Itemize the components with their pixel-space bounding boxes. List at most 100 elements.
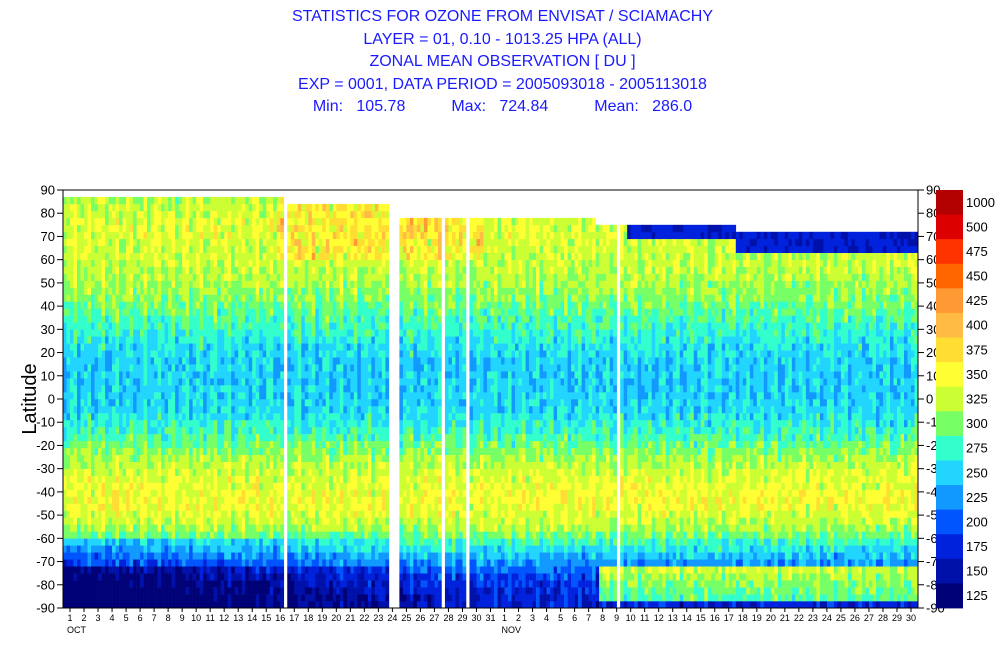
heatmap-cell [91, 419, 95, 428]
heatmap-cell [164, 475, 169, 483]
heatmap-cell [227, 566, 232, 574]
heatmap-cell [248, 482, 253, 490]
heatmap-cell [70, 245, 74, 253]
heatmap-cell [171, 503, 176, 511]
heatmap-cell [227, 287, 232, 295]
heatmap-cell [357, 210, 362, 219]
heatmap-cell [119, 371, 123, 379]
heatmap-cell [234, 231, 239, 240]
heatmap-cell [122, 440, 127, 449]
heatmap-cell [290, 315, 295, 323]
heatmap-cell [154, 573, 158, 581]
heatmap-cell [353, 280, 358, 288]
heatmap-cell [227, 517, 232, 525]
heatmap-cell [276, 308, 281, 316]
heatmap-cell [329, 322, 334, 330]
heatmap-cell [143, 385, 148, 393]
heatmap-cell [122, 315, 127, 323]
heatmap-cell [213, 371, 218, 379]
heatmap-cell [73, 566, 78, 574]
heatmap-cell [189, 329, 193, 337]
heatmap-cell [325, 336, 330, 344]
heatmap-cell [220, 364, 225, 372]
heatmap-cell [150, 315, 155, 323]
heatmap-cell [164, 587, 169, 595]
heatmap-cell [255, 545, 260, 553]
heatmap-cell [311, 378, 316, 386]
heatmap-cell [203, 447, 207, 456]
heatmap-cell [171, 259, 176, 267]
heatmap-cell [199, 489, 204, 497]
heatmap-cell [105, 231, 109, 240]
heatmap-cell [210, 454, 214, 462]
heatmap-cell [66, 350, 71, 358]
heatmap-cell [122, 531, 127, 539]
heatmap-cell [308, 392, 313, 400]
heatmap-cell [73, 231, 78, 240]
heatmap-cell [220, 322, 225, 330]
heatmap-cell [234, 580, 239, 588]
heatmap-cell [266, 475, 271, 483]
heatmap-cell [192, 433, 197, 442]
heatmap-cell [105, 210, 109, 219]
heatmap-cell [185, 545, 190, 553]
heatmap-cell [248, 343, 253, 351]
heatmap-cell [287, 252, 292, 260]
heatmap-cell [84, 399, 88, 407]
heatmap-cell [105, 475, 109, 483]
heatmap-cell [63, 322, 67, 330]
heatmap-cell [318, 447, 323, 456]
heatmap-cell [227, 238, 232, 247]
heatmap-cell [231, 412, 235, 421]
heatmap-cell [227, 301, 232, 309]
heatmap-cell [105, 538, 109, 546]
heatmap-cell [196, 329, 200, 337]
heatmap-cell [269, 594, 274, 602]
heatmap-cell [129, 433, 134, 442]
heatmap-cell [297, 447, 302, 456]
heatmap-cell [115, 266, 120, 274]
heatmap-cell [210, 524, 214, 532]
heatmap-cell [164, 461, 169, 469]
heatmap-cell [266, 601, 271, 609]
heatmap-cell [84, 503, 88, 511]
heatmap-cell [353, 517, 358, 525]
heatmap-cell [63, 266, 67, 274]
heatmap-cell [276, 566, 281, 574]
heatmap-cell [234, 419, 239, 428]
heatmap-cell [66, 294, 71, 302]
heatmap-cell [185, 287, 190, 295]
heatmap-cell [350, 552, 355, 560]
heatmap-cell [297, 364, 302, 372]
heatmap-cell [325, 301, 330, 309]
heatmap-cell [227, 468, 232, 476]
heatmap-cell [66, 454, 71, 462]
heatmap-cell [336, 468, 341, 476]
heatmap-cell [262, 259, 267, 267]
heatmap-cell [94, 489, 99, 497]
heatmap-cell [98, 322, 102, 330]
heatmap-cell [77, 357, 81, 365]
heatmap-cell [252, 503, 257, 511]
heatmap-cell [346, 594, 351, 602]
heatmap-cell [171, 224, 176, 233]
heatmap-cell [199, 447, 204, 456]
heatmap-cell [227, 245, 232, 253]
heatmap-cell [329, 566, 334, 574]
heatmap-cell [140, 594, 144, 602]
heatmap-cell [196, 224, 200, 233]
heatmap-cell [161, 315, 165, 323]
heatmap-cell [154, 336, 158, 344]
heatmap-cell [168, 601, 172, 609]
heatmap-cell [297, 273, 302, 281]
heatmap-cell [350, 447, 355, 456]
heatmap-cell [252, 482, 257, 490]
heatmap-cell [227, 447, 232, 456]
heatmap-cell [73, 580, 78, 588]
heatmap-cell [304, 294, 309, 302]
heatmap-cell [217, 496, 221, 504]
heatmap-cell [311, 231, 316, 240]
heatmap-cell [227, 294, 232, 302]
heatmap-cell [98, 524, 102, 532]
heatmap-cell [308, 301, 313, 309]
